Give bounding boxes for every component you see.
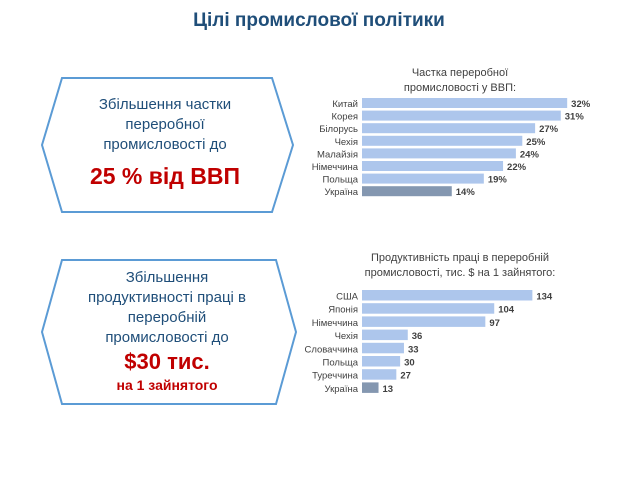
chart-1-title: Частка переробної промисловості у ВВП: xyxy=(370,66,550,96)
productivity-chart-bar xyxy=(362,316,486,327)
share-chart-category-label: Німеччина xyxy=(312,162,359,173)
productivity-chart-category-label: Туреччина xyxy=(312,371,359,382)
manufacturing-share-chart: Китай 32% Корея 31% Білорусь 27% Чехія 25% Малай… xyxy=(312,98,591,198)
share-chart-category-label: Україна xyxy=(324,187,358,198)
share-chart-value-label: 19% xyxy=(488,175,508,186)
share-chart-bar xyxy=(362,161,504,171)
productivity-chart-category-label: Японія xyxy=(328,305,358,316)
share-chart-value-label: 25% xyxy=(526,137,546,148)
productivity-chart-bar xyxy=(362,329,408,341)
chart-1-title-line-1: Частка переробної xyxy=(411,67,509,79)
productivity-chart-value-label: 36 xyxy=(412,331,423,342)
chart-2-title: Продуктивність праці в переробній промис… xyxy=(330,251,590,281)
goal-1-text: Збільшення частки переробної промисловос… xyxy=(60,95,270,191)
productivity-chart-value-label: 104 xyxy=(498,305,515,316)
share-chart-value-label: 32% xyxy=(571,99,591,110)
share-chart-value-label: 24% xyxy=(520,149,540,160)
goal-2-target: $30 тис. xyxy=(124,349,210,374)
productivity-chart-bar xyxy=(362,290,533,301)
chart-2-title-line-1: Продуктивність праці в переробній xyxy=(370,252,550,264)
goal-2-line-3: переробній xyxy=(127,309,207,326)
productivity-chart-value-label: 97 xyxy=(489,318,500,329)
productivity-chart-value-label: 27 xyxy=(400,371,411,382)
productivity-chart-category-label: Чехія xyxy=(335,331,358,342)
goal-1-target: 25 % від ВВП xyxy=(89,163,241,189)
chart-2-title-line-2: промисловості, тис. $ на 1 зайнятого: xyxy=(364,267,556,279)
labor-productivity-chart: США 134 Японія 104 Німеччина 97 Чехія 36 Словачч… xyxy=(304,290,553,395)
productivity-chart-bar xyxy=(362,342,404,354)
share-chart-value-label: 31% xyxy=(565,112,585,123)
share-chart-bar xyxy=(362,110,561,121)
productivity-chart-bar xyxy=(362,369,397,380)
goal-2-text: Збільшення продуктивності праці в переро… xyxy=(57,268,277,394)
share-chart-bar xyxy=(362,98,568,108)
productivity-chart-category-label: США xyxy=(336,292,359,303)
goal-hexagon-1 xyxy=(40,77,295,213)
share-chart-category-label: Чехія xyxy=(335,137,358,148)
share-chart-bar xyxy=(362,186,452,197)
share-chart-category-label: Польща xyxy=(323,175,359,186)
share-chart-value-label: 14% xyxy=(456,187,476,198)
productivity-chart-value-label: 30 xyxy=(404,358,415,369)
share-chart-category-label: Китай xyxy=(332,99,358,110)
productivity-chart-value-label: 13 xyxy=(383,384,394,395)
productivity-chart-value-label: 33 xyxy=(408,344,419,355)
chart-1-title-line-2: промисловості у ВВП: xyxy=(403,82,517,94)
productivity-chart-category-label: Словаччина xyxy=(304,344,358,355)
share-chart-value-label: 27% xyxy=(539,124,559,135)
share-chart-bar xyxy=(362,123,536,134)
goal-2-sub: на 1 зайнятого xyxy=(116,377,218,393)
goal-hexagon-2 xyxy=(40,259,298,405)
goal-1-line-1: Збільшення частки xyxy=(98,96,232,113)
productivity-chart-bar xyxy=(362,382,379,393)
productivity-chart-bar xyxy=(362,356,401,367)
productivity-chart-category-label: Польща xyxy=(323,358,359,369)
productivity-chart-value-label: 134 xyxy=(536,292,553,303)
share-chart-value-label: 22% xyxy=(507,162,527,173)
goal-1-line-3: промисловості до xyxy=(103,136,227,153)
share-chart-category-label: Малайзія xyxy=(317,149,358,160)
productivity-chart-bar xyxy=(362,303,495,314)
goal-1-line-2: переробної xyxy=(125,116,205,133)
share-chart-category-label: Білорусь xyxy=(319,124,358,135)
goal-2-line-2: продуктивності праці в xyxy=(87,289,247,306)
productivity-chart-category-label: Німеччина xyxy=(312,318,359,329)
share-chart-category-label: Корея xyxy=(331,112,358,123)
goal-2-line-4: промисловості до xyxy=(105,329,229,346)
share-chart-bar xyxy=(362,135,523,146)
goal-2-line-1: Збільшення xyxy=(125,269,209,286)
share-chart-bar xyxy=(362,173,484,184)
share-chart-bar xyxy=(362,148,516,159)
productivity-chart-category-label: Україна xyxy=(324,384,358,395)
page-title: Цілі промислової політики xyxy=(193,10,445,31)
